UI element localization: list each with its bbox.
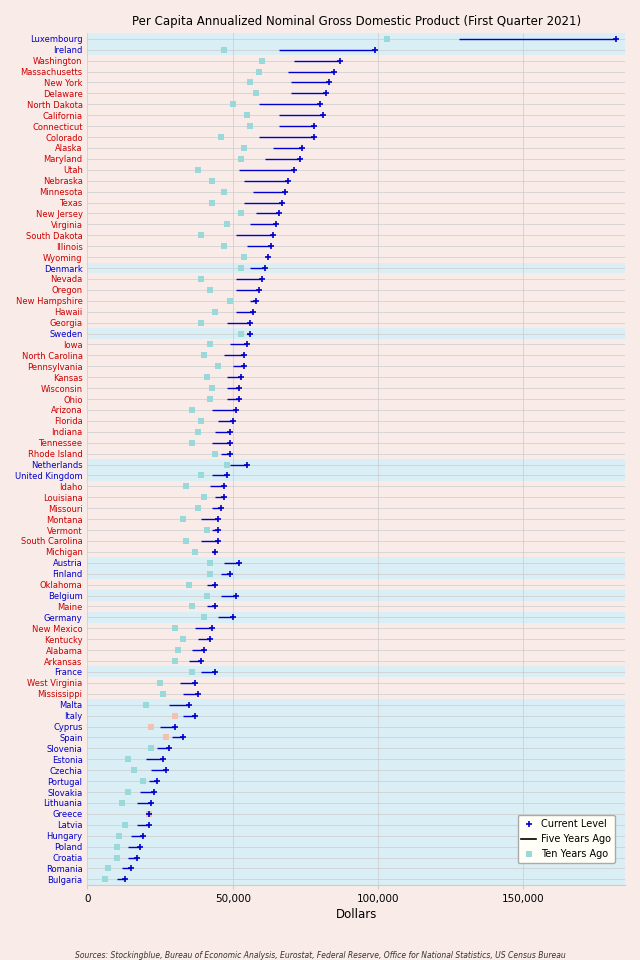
Bar	[88, 568, 625, 579]
Bar	[88, 841, 625, 852]
Bar	[88, 666, 625, 678]
Title: Per Capita Annualized Nominal Gross Domestic Product (First Quarter 2021): Per Capita Annualized Nominal Gross Dome…	[132, 15, 581, 28]
Bar	[88, 263, 625, 274]
Bar	[88, 754, 625, 765]
Bar	[88, 819, 625, 830]
Bar	[88, 721, 625, 732]
Bar	[88, 863, 625, 874]
Bar	[88, 470, 625, 481]
Bar	[88, 874, 625, 885]
Bar	[88, 852, 625, 863]
Bar	[88, 459, 625, 470]
X-axis label: Dollars: Dollars	[335, 908, 377, 921]
Bar	[88, 732, 625, 743]
Bar	[88, 328, 625, 339]
Bar	[88, 44, 625, 55]
Bar	[88, 590, 625, 601]
Bar	[88, 743, 625, 754]
Bar	[88, 558, 625, 568]
Bar	[88, 699, 625, 710]
Bar	[88, 612, 625, 623]
Legend: Current Level, Five Years Ago, Ten Years Ago: Current Level, Five Years Ago, Ten Years…	[518, 815, 615, 863]
Bar	[88, 765, 625, 776]
Text: Sources: Stockingblue, Bureau of Economic Analysis, Eurostat, Federal Reserve, O: Sources: Stockingblue, Bureau of Economi…	[75, 951, 565, 960]
Bar	[88, 798, 625, 808]
Bar	[88, 786, 625, 798]
Bar	[88, 34, 625, 44]
Bar	[88, 710, 625, 721]
Bar	[88, 808, 625, 819]
Bar	[88, 830, 625, 841]
Bar	[88, 776, 625, 786]
